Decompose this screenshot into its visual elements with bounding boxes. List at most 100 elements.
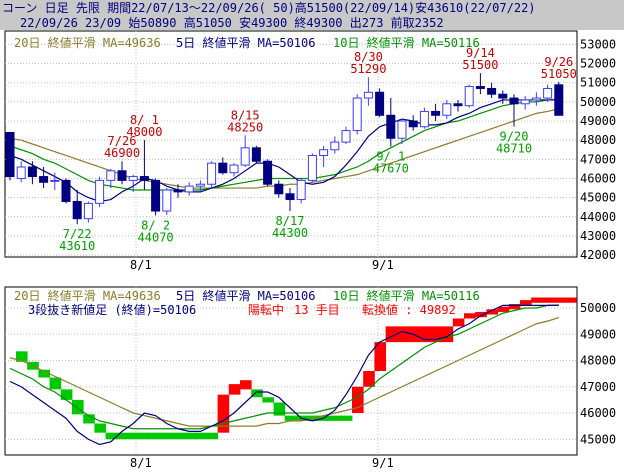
- candle: [240, 135, 250, 167]
- y-tick-label: 53000: [580, 37, 616, 51]
- line-break-bricks: [16, 297, 577, 440]
- y-tick-label: 43000: [580, 229, 616, 243]
- candle: [195, 180, 205, 192]
- line-break-brick: [363, 371, 375, 387]
- sub-reversal: 転換値 : 49892: [362, 302, 456, 317]
- annotation-price: 51290: [350, 62, 386, 76]
- annotation-price: 51500: [462, 58, 498, 72]
- main-x-label-aug: 8/1: [130, 258, 152, 272]
- candle-body: [162, 189, 172, 212]
- candle-body: [531, 97, 541, 101]
- candle-body: [307, 154, 317, 181]
- candle-body: [117, 170, 127, 181]
- candle: [498, 90, 508, 104]
- y-tick-label: 52000: [580, 57, 616, 71]
- line-break-brick: [49, 377, 62, 390]
- candle-body: [39, 176, 49, 183]
- legend-ma5: 5日 終値平滑 MA=50106: [176, 35, 315, 50]
- annotation-price: 43610: [59, 239, 95, 253]
- line-break-brick: [228, 384, 241, 395]
- candle: [139, 140, 149, 190]
- candle: [218, 157, 228, 175]
- line-break-brick: [128, 432, 140, 440]
- candle: [464, 84, 474, 108]
- line-break-brick: [161, 432, 174, 440]
- line-break-brick: [553, 297, 566, 303]
- candle-body: [487, 87, 497, 95]
- line-break-brick: [60, 389, 73, 400]
- line-break-brick: [340, 415, 353, 421]
- line-break-brick: [564, 297, 577, 303]
- sub-legend-ma5: 5日 終値平滑 MA=50106: [176, 288, 315, 303]
- candle-body: [72, 200, 82, 220]
- candle: [408, 115, 418, 131]
- line-break-brick: [240, 380, 252, 390]
- line-break-brick: [419, 326, 431, 343]
- annotation-date: 7/26: [108, 134, 137, 148]
- candle-body: [341, 130, 351, 143]
- line-break-brick: [150, 432, 162, 440]
- candle-body: [498, 93, 508, 99]
- candle: [16, 161, 26, 183]
- sub-ma20-line: [9, 316, 559, 427]
- candle: [151, 178, 161, 216]
- annotation-price: 51050: [541, 67, 577, 81]
- main-x-label-sep: 9/1: [372, 258, 394, 272]
- candle-body: [363, 91, 373, 99]
- candle-body: [285, 193, 295, 201]
- sub-moving-averages: [9, 304, 559, 446]
- candle: [554, 81, 564, 116]
- header-bar-top: [0, 0, 624, 15]
- candle: [386, 98, 396, 147]
- header-ohlc: 22/09/26 23/09 始50890 高51050 安49300 終493…: [20, 15, 444, 30]
- y-tick-label: 46000: [580, 171, 616, 185]
- annotation-price: 47670: [373, 161, 409, 175]
- line-break-brick: [38, 369, 50, 378]
- candle: [520, 96, 530, 110]
- candle-body: [195, 183, 205, 187]
- candle-body: [543, 87, 553, 99]
- y-tick-label: 42000: [580, 248, 616, 262]
- main-y-axis: 42000 43000 44000 45000 46000 47000 48000 49000…: [580, 37, 616, 262]
- candle-body: [16, 166, 26, 179]
- line-break-brick: [251, 389, 263, 398]
- candle-body: [386, 114, 396, 139]
- candle-body: [453, 103, 463, 107]
- candle: [531, 92, 541, 106]
- candle: [352, 94, 362, 135]
- candle-body: [151, 179, 161, 212]
- candle: [442, 99, 452, 120]
- line-break-brick: [531, 297, 543, 303]
- line-break-brick: [486, 309, 498, 315]
- legend-ma10: 10日 終値平滑 MA=50116: [333, 35, 480, 50]
- line-break-brick: [464, 313, 476, 319]
- candle: [50, 172, 60, 190]
- candle: [487, 82, 497, 99]
- candle: [274, 180, 284, 198]
- candle-body: [50, 179, 60, 182]
- line-break-brick: [172, 432, 185, 440]
- candle: [341, 126, 351, 144]
- candle-body: [251, 147, 261, 162]
- sub-ma5-line: [9, 304, 559, 446]
- line-break-brick: [273, 402, 286, 416]
- sub-y-tick-label: 48000: [580, 354, 616, 368]
- y-tick-label: 48000: [580, 133, 616, 147]
- candle-body: [442, 103, 452, 116]
- candle: [296, 178, 306, 204]
- annotation-price: 48710: [496, 142, 532, 156]
- annotation-price: 44300: [272, 226, 308, 240]
- sub-count: 13 手目: [294, 303, 340, 317]
- sub-title: 3段抜き新値足 (終値)=50106: [28, 302, 196, 317]
- candlesticks: [5, 73, 564, 225]
- legend-ma20: 20日 終値平滑 MA=49636: [14, 35, 161, 50]
- line-break-brick: [475, 311, 487, 318]
- line-break-brick: [396, 326, 409, 343]
- candle-body: [520, 99, 530, 105]
- y-tick-label: 47000: [580, 152, 616, 166]
- candle-body: [554, 84, 564, 116]
- annotation-date: 8/ 1: [130, 113, 159, 127]
- sub-status: 陽転中: [248, 302, 284, 317]
- line-break-brick: [329, 415, 342, 421]
